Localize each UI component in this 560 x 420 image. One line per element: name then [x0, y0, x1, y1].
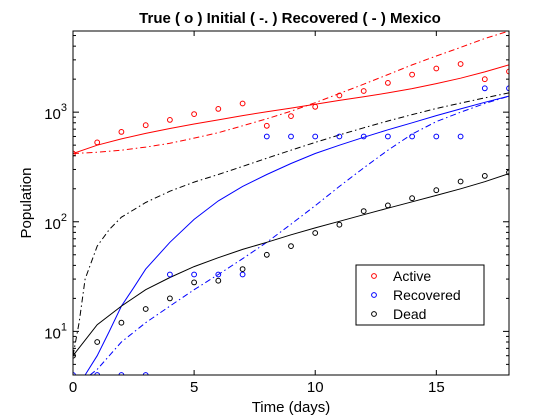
recovered-true-point	[481, 85, 488, 92]
dead-true-point	[191, 279, 198, 286]
recovered-true-point	[360, 133, 367, 140]
dead-initial-line	[73, 92, 509, 356]
legend-label-recovered: Recovered	[393, 287, 461, 303]
active-true-point	[239, 100, 246, 107]
active-true-point	[312, 103, 319, 110]
dead-true-point	[481, 173, 488, 179]
dead-true-point	[142, 306, 149, 312]
recovered-recovered-line	[84, 95, 509, 375]
recovered-true-point	[457, 133, 464, 140]
recovered-true-point	[385, 133, 391, 140]
legend-label-dead: Dead	[393, 306, 426, 322]
dead-true-point	[288, 243, 294, 250]
recovered-true-point	[288, 133, 294, 140]
active-true-point	[457, 61, 464, 67]
x-tick-label: 15	[428, 379, 445, 396]
recovered-true-point	[312, 133, 319, 140]
active-true-point	[409, 71, 416, 78]
dead-true-point	[239, 266, 246, 273]
dead-true-point	[167, 295, 173, 302]
recovered-true-point	[506, 85, 509, 92]
recovered-true-point	[409, 133, 416, 140]
active-true-point	[191, 111, 198, 117]
legend-label-active: Active	[393, 268, 431, 284]
dead-true-point	[457, 178, 464, 185]
recovered-true-point	[239, 271, 246, 278]
active-true-point	[481, 76, 488, 83]
active-true-point	[506, 68, 509, 75]
dead-true-point	[263, 251, 270, 258]
active-initial-line	[73, 31, 509, 154]
active-true-point	[360, 88, 367, 94]
x-tick-label: 0	[69, 379, 77, 396]
dead-true-point	[118, 319, 125, 326]
dead-true-point	[385, 202, 391, 209]
recovered-true-point	[215, 271, 222, 278]
active-true-point	[263, 122, 270, 129]
plot-frame	[72, 30, 510, 376]
recovered-true-point	[263, 133, 270, 140]
y-tick-label: 103	[44, 102, 67, 123]
active-true-point	[118, 129, 125, 135]
legend-box	[355, 264, 485, 326]
series-lines	[73, 31, 509, 375]
active-true-point	[167, 117, 173, 123]
active-true-point	[73, 150, 76, 157]
recovered-true-point	[191, 271, 198, 278]
series-markers	[73, 61, 509, 375]
y-tick-label: 102	[44, 212, 67, 233]
chart-title: True ( o ) Initial ( -. ) Recovered ( - …	[139, 10, 441, 27]
active-true-point	[215, 106, 222, 112]
dead-recovered-line	[73, 173, 509, 357]
legend: Active Recovered Dead	[355, 264, 485, 326]
x-tick-label: 5	[190, 379, 198, 396]
active-recovered-line	[73, 64, 509, 154]
recovered-true-point	[94, 372, 101, 375]
recovered-true-point	[118, 372, 125, 375]
dead-true-point	[433, 187, 440, 194]
recovered-true-point	[142, 372, 149, 375]
dead-true-point	[360, 208, 367, 215]
legend-marker-active	[371, 273, 377, 279]
x-tick-label: 10	[307, 379, 324, 396]
legend-marker-recovered	[371, 292, 377, 298]
recovered-initial-line	[89, 95, 509, 375]
active-true-point	[288, 113, 294, 119]
legend-marker-dead	[371, 311, 377, 317]
x-axis-label: Time (days)	[252, 399, 331, 416]
dead-true-point	[94, 339, 101, 345]
dead-true-point	[312, 230, 319, 236]
dead-true-point	[506, 169, 509, 176]
active-true-point	[142, 122, 149, 129]
y-tick-label: 101	[44, 321, 67, 342]
dead-true-point	[215, 277, 222, 284]
active-true-point	[336, 92, 343, 99]
active-true-point	[385, 80, 391, 86]
recovered-true-point	[167, 271, 173, 278]
recovered-true-point	[336, 133, 343, 140]
axis-ticks: 0 5 10 15 101 102 103	[44, 31, 509, 396]
recovered-true-point	[433, 133, 440, 140]
active-true-point	[94, 139, 101, 146]
dead-true-point	[409, 195, 416, 202]
active-true-point	[433, 65, 440, 72]
y-axis-label: Population	[18, 168, 35, 239]
dead-true-point	[336, 221, 343, 228]
